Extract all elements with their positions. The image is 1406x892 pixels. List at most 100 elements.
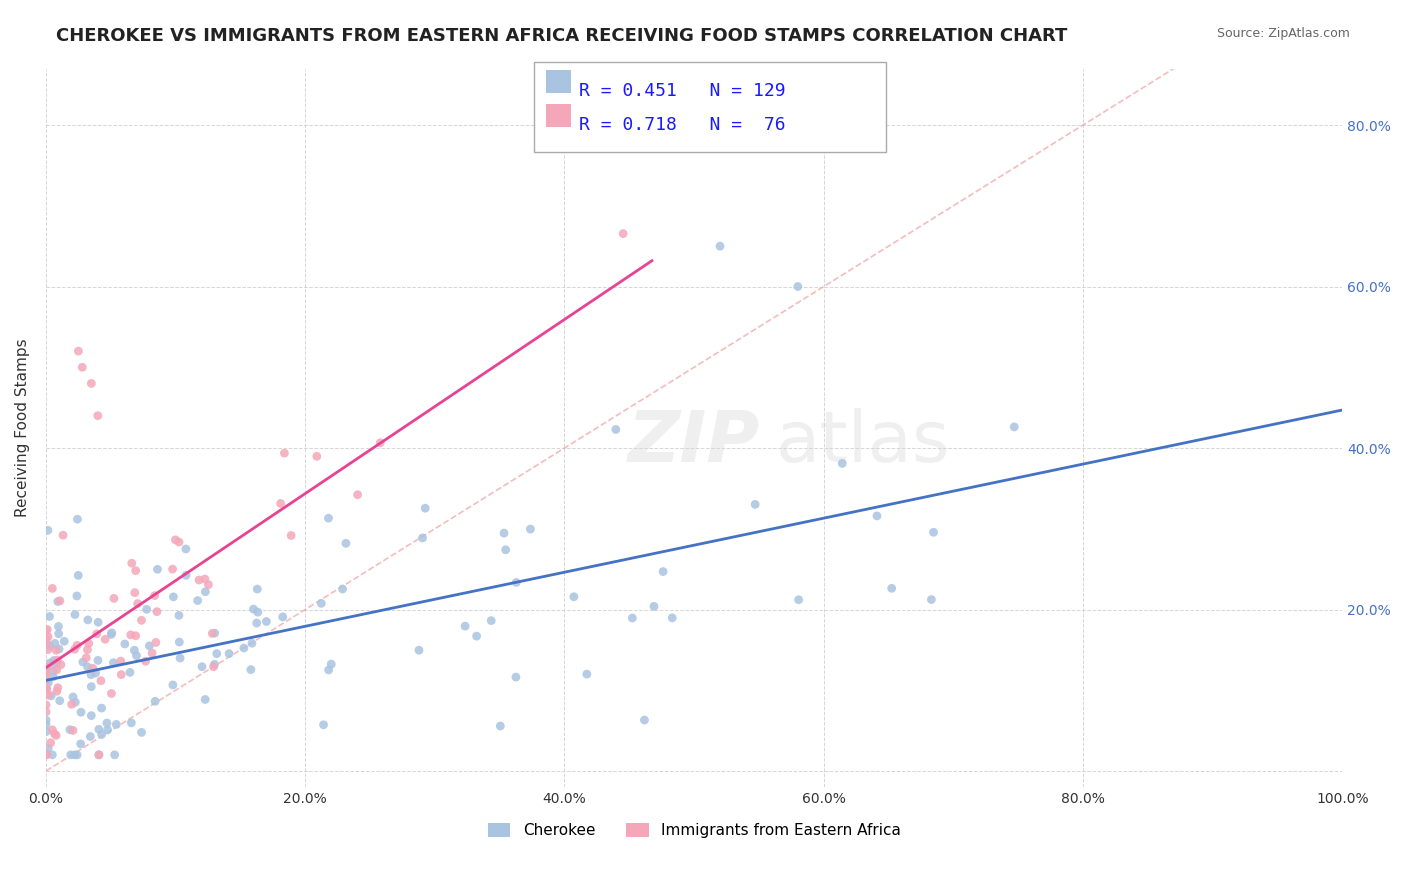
Point	[48, 619, 70, 633]
Point	[86, 627, 108, 641]
Point	[35, 724, 58, 739]
Point	[72, 360, 94, 375]
Point	[562, 590, 585, 604]
Point	[45, 728, 67, 742]
Point	[67, 568, 90, 582]
Point	[90, 727, 112, 741]
Point	[197, 577, 219, 591]
Legend: Cherokee, Immigrants from Eastern Africa: Cherokee, Immigrants from Eastern Africa	[481, 817, 907, 844]
Text: R = 0.718   N =  76: R = 0.718 N = 76	[579, 116, 786, 134]
Point	[127, 597, 149, 611]
Point	[1002, 420, 1025, 434]
Point	[65, 695, 87, 709]
Point	[174, 568, 197, 582]
Point	[125, 648, 148, 663]
Point	[90, 673, 112, 688]
Point	[239, 663, 262, 677]
Point	[41, 747, 63, 762]
Point	[205, 647, 228, 661]
Point	[87, 653, 110, 667]
Point	[49, 594, 72, 608]
Point	[35, 632, 58, 646]
Point	[39, 689, 62, 703]
Point	[52, 528, 75, 542]
Point	[48, 627, 70, 641]
Point	[922, 525, 945, 540]
Point	[270, 496, 292, 510]
Point	[66, 747, 89, 762]
Point	[121, 556, 143, 570]
Point	[138, 639, 160, 653]
Point	[194, 692, 217, 706]
Text: Source: ZipAtlas.com: Source: ZipAtlas.com	[1216, 27, 1350, 40]
Point	[87, 747, 110, 762]
Point	[246, 605, 269, 619]
Point	[309, 596, 332, 610]
Point	[37, 623, 59, 637]
Point	[37, 642, 59, 657]
Point	[519, 522, 541, 536]
Point	[505, 670, 527, 684]
Point	[188, 573, 211, 587]
Point	[125, 629, 148, 643]
Point	[35, 661, 58, 675]
Point	[76, 660, 98, 674]
Point	[495, 542, 517, 557]
Point	[321, 657, 343, 672]
Point	[145, 635, 167, 649]
Point	[80, 708, 103, 723]
Point	[346, 488, 368, 502]
Point	[35, 713, 58, 727]
Point	[174, 541, 197, 556]
Point	[489, 719, 512, 733]
Point	[124, 585, 146, 599]
Point	[124, 564, 146, 578]
Point	[866, 508, 889, 523]
Text: ZIP: ZIP	[628, 408, 761, 476]
Point	[67, 344, 90, 359]
Point	[465, 629, 488, 643]
Point	[202, 659, 225, 673]
Point	[35, 667, 58, 681]
Point	[44, 727, 66, 741]
Point	[37, 523, 59, 537]
Point	[42, 670, 65, 684]
Point	[37, 675, 59, 690]
Point	[273, 446, 295, 460]
Point	[412, 531, 434, 545]
Point	[162, 590, 184, 604]
Point	[254, 615, 277, 629]
Point	[66, 512, 89, 526]
Point	[35, 682, 58, 697]
Point	[41, 582, 63, 596]
Point	[45, 643, 67, 657]
Point	[48, 642, 70, 657]
Point	[141, 646, 163, 660]
Point	[135, 654, 157, 668]
Point	[143, 589, 166, 603]
Point	[167, 535, 190, 549]
Point	[35, 673, 58, 688]
Point	[271, 610, 294, 624]
Point	[194, 584, 217, 599]
Point	[605, 422, 627, 436]
Point	[633, 713, 655, 727]
Point	[76, 642, 98, 657]
Point	[37, 688, 59, 702]
Point	[38, 609, 60, 624]
Point	[38, 639, 60, 653]
Point	[37, 630, 59, 644]
Point	[114, 637, 136, 651]
Point	[204, 626, 226, 640]
Point	[831, 457, 853, 471]
Point	[162, 678, 184, 692]
Point	[42, 653, 65, 667]
Point	[37, 659, 59, 673]
Point	[454, 619, 477, 633]
Point	[87, 409, 110, 423]
Point	[786, 279, 808, 293]
Point	[103, 656, 125, 670]
Point	[42, 664, 65, 678]
Point	[312, 718, 335, 732]
Point	[787, 592, 810, 607]
